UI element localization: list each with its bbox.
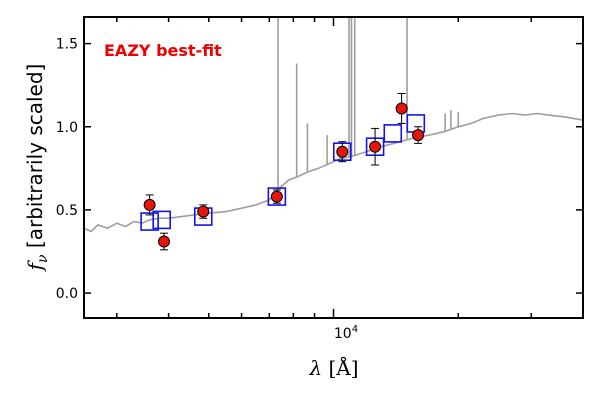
observed-point	[158, 235, 171, 248]
x-axis-label: λ [Å]	[308, 355, 358, 380]
annotation-label: EAZY best-fit	[104, 41, 222, 60]
y-tick-label: 1.0	[56, 120, 78, 136]
model-point	[152, 210, 172, 230]
plot-frame	[83, 16, 584, 319]
model-point	[267, 187, 287, 206]
observed-point	[197, 205, 210, 218]
y-tick-label: 0.5	[56, 203, 78, 219]
model-point	[383, 124, 403, 143]
template-spectrum	[84, 17, 583, 233]
model-point	[140, 212, 159, 231]
x-tick-label: 104	[334, 324, 358, 342]
observed-photometry	[143, 92, 425, 251]
observed-point	[270, 190, 283, 203]
observed-point	[336, 145, 349, 158]
model-photometry	[140, 114, 426, 231]
model-point	[406, 114, 426, 133]
y-axis-label: fν [arbitrarily scaled]	[23, 64, 51, 273]
observed-point	[412, 129, 425, 142]
observed-point	[143, 198, 156, 211]
y-tick-label: 1.5	[56, 37, 78, 53]
observed-point	[369, 140, 382, 153]
y-tick-label: 0.0	[56, 286, 78, 302]
y-tick-labels: 0.0 0.5 1.0 1.5	[56, 37, 78, 302]
axis-ticks	[84, 17, 584, 318]
observed-point	[395, 102, 408, 115]
